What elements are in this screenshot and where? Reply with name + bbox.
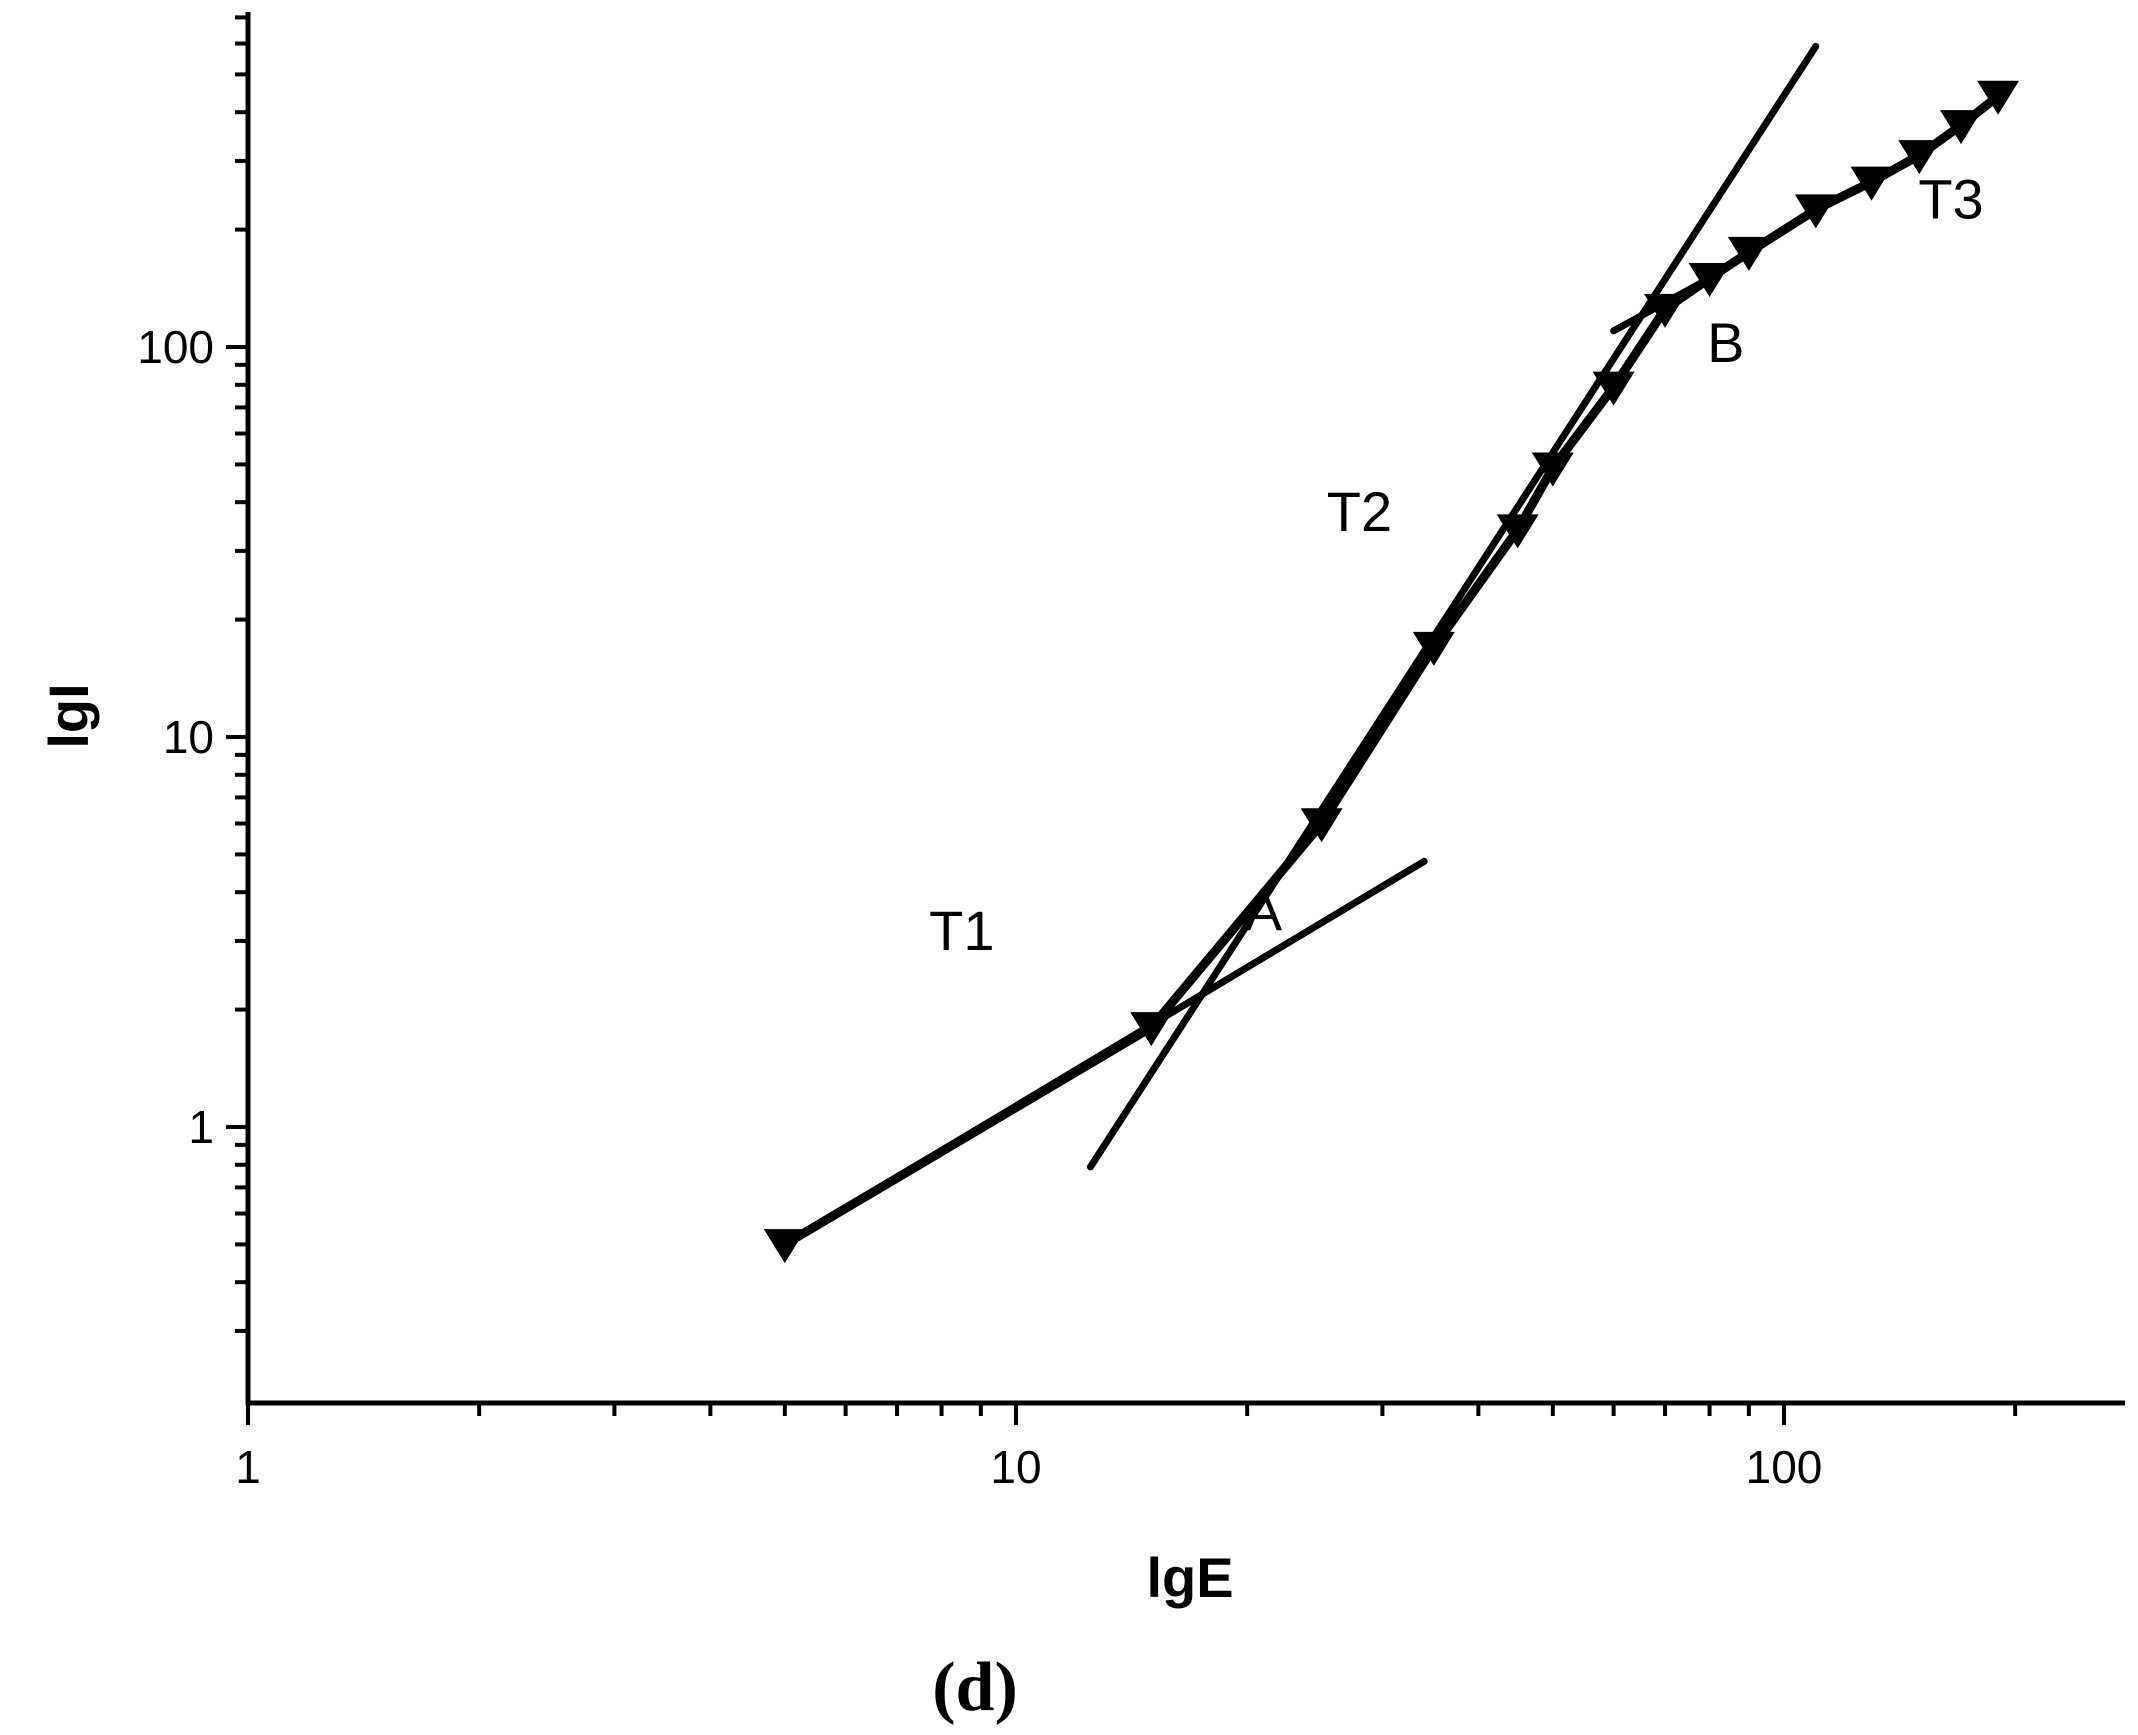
data-point — [1300, 808, 1343, 843]
data-point — [1496, 514, 1539, 549]
x-axis-label: lgE — [1146, 1546, 1233, 1609]
data-series — [763, 80, 2020, 1264]
fit-lines — [781, 42, 1820, 1248]
data-point — [1939, 110, 1982, 145]
y-axis-label: lgI — [37, 683, 100, 748]
x-tick-label: 10 — [990, 1441, 1041, 1493]
y-tick-label: 1 — [188, 1101, 214, 1153]
annotation-a: A — [1245, 879, 1283, 942]
data-point — [1850, 166, 1893, 201]
annotation-t1: T1 — [929, 899, 994, 962]
x-tick-label: 1 — [235, 1441, 261, 1493]
series-line — [782, 92, 2001, 1249]
x-tick-label: 100 — [1746, 1441, 1823, 1493]
data-point — [1531, 452, 1574, 487]
data-point — [1688, 263, 1731, 298]
annotation-b: B — [1707, 311, 1744, 374]
fit-line-2 — [1086, 42, 1820, 1171]
figure-caption: (d) — [932, 1649, 1018, 1726]
annotation-t2: T2 — [1327, 480, 1392, 543]
annotation-t3: T3 — [1918, 168, 1983, 231]
data-point — [1130, 1012, 1173, 1047]
data-point — [1412, 631, 1455, 666]
data-point — [1898, 140, 1941, 175]
data-point — [1794, 194, 1837, 229]
data-point — [1592, 371, 1635, 406]
y-tick-label: 100 — [137, 321, 214, 373]
data-point — [1727, 236, 1770, 271]
data-point — [1644, 293, 1687, 328]
annotations: T1 A T2 B T3 — [929, 168, 1984, 962]
y-tick-label: 10 — [163, 711, 214, 763]
data-point — [1977, 80, 2020, 115]
data-point — [763, 1229, 806, 1264]
axes: 1 10 100 1 10 100 — [137, 12, 2125, 1493]
